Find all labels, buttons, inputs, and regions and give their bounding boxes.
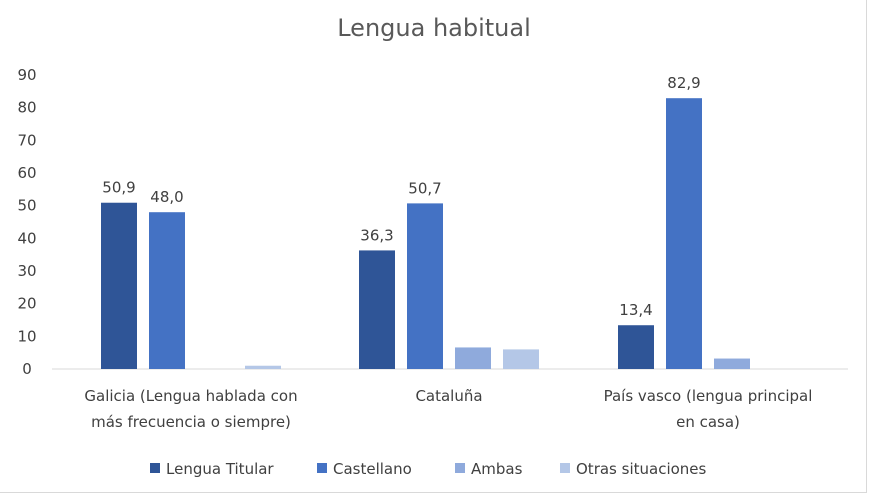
data-label: 50,7 <box>408 179 441 197</box>
y-tick-label: 20 <box>17 295 36 313</box>
y-tick-label: 40 <box>17 229 36 247</box>
y-tick-label: 50 <box>17 197 36 215</box>
y-tick-label: 30 <box>17 262 36 280</box>
bar <box>666 98 702 370</box>
bar <box>245 365 281 369</box>
y-tick-label: 60 <box>17 164 36 182</box>
legend-item: Lengua Titular <box>150 460 274 478</box>
data-label: 82,9 <box>667 74 700 92</box>
category-label: Cataluña <box>415 387 482 405</box>
legend-label: Castellano <box>333 460 412 478</box>
legend-swatch <box>150 463 160 473</box>
bar <box>101 202 137 369</box>
bar <box>149 212 185 369</box>
legend-item: Castellano <box>317 460 412 478</box>
data-label: 50,9 <box>102 179 135 197</box>
y-tick-label: 70 <box>17 131 36 149</box>
legend-swatch <box>317 463 327 473</box>
bar <box>455 347 491 369</box>
category-label: más frecuencia o siempre) <box>91 413 291 431</box>
bar <box>359 250 395 369</box>
bar <box>714 358 750 369</box>
legend-label: Lengua Titular <box>166 460 274 478</box>
bar <box>503 349 539 369</box>
data-labels-group: 50,9 48,0 36,3 50,7 13,4 82,9 <box>102 74 700 319</box>
chart-title: Lengua habitual <box>337 14 531 42</box>
y-tick-label: 90 <box>17 66 36 84</box>
legend-label: Otras situaciones <box>576 460 707 478</box>
bar <box>618 325 654 369</box>
legend-item: Otras situaciones <box>560 460 707 478</box>
data-label: 48,0 <box>150 188 183 206</box>
data-label: 36,3 <box>360 226 393 244</box>
legend-label: Ambas <box>471 460 523 478</box>
y-tick-label: 10 <box>17 327 36 345</box>
y-tick-label: 80 <box>17 99 36 117</box>
legend: Lengua Titular Castellano Ambas Otras situa… <box>150 460 707 478</box>
bar <box>407 203 443 369</box>
legend-swatch <box>560 463 570 473</box>
category-label: en casa) <box>676 413 740 431</box>
x-axis-categories: Galicia (Lengua hablada con más frecuenci… <box>84 387 812 431</box>
y-tick-label: 0 <box>22 360 32 378</box>
data-label: 13,4 <box>619 301 652 319</box>
category-label: País vasco (lengua principal <box>604 387 813 405</box>
category-label: Galicia (Lengua hablada con <box>84 387 297 405</box>
bars-group <box>101 98 750 370</box>
legend-swatch <box>455 463 465 473</box>
legend-item: Ambas <box>455 460 523 478</box>
y-axis: 0 10 20 30 40 50 60 70 80 90 <box>17 66 36 378</box>
